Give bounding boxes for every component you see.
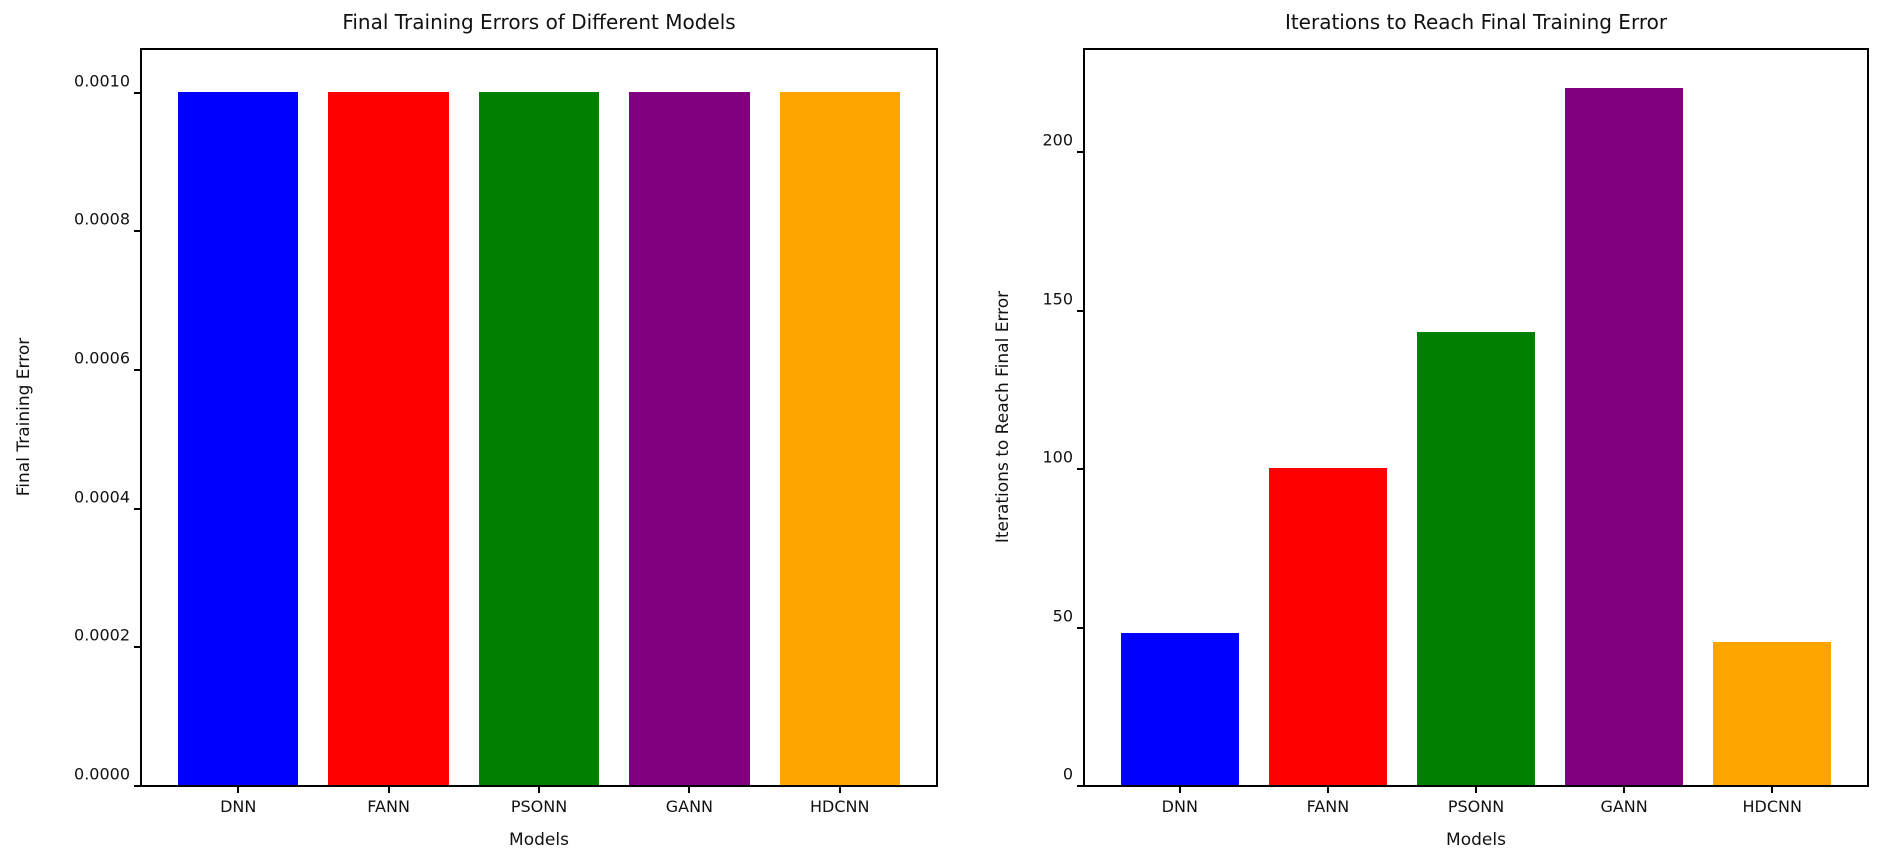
y-tick-mark (1077, 785, 1085, 787)
x-tick-label-hdcnn: HDCNN (810, 797, 870, 816)
x-tick-mark (838, 785, 841, 793)
y-tick-mark (1077, 626, 1085, 629)
right-chart-ylabel: Iterations to Reach Final Error (993, 290, 1013, 544)
x-tick-mark (1178, 785, 1181, 793)
x-tick-label-psonn: PSONN (510, 797, 568, 816)
bar-fann (1268, 468, 1388, 785)
x-tick-label-fann: FANN (367, 797, 410, 816)
y-tick-mark (134, 507, 142, 510)
y-tick-label: 150 (1042, 289, 1073, 309)
x-tick-mark (1623, 785, 1626, 793)
y-tick-label: 200 (1042, 130, 1073, 150)
y-tick-mark (134, 646, 142, 649)
bar-dnn (178, 91, 299, 785)
y-tick-mark (134, 230, 142, 233)
x-tick-mark (538, 785, 540, 793)
y-tick-label: 0.0002 (74, 625, 130, 645)
right-chart-title: Iterations to Reach Final Training Error (1284, 10, 1668, 34)
right-chart-xlabel: Models (1446, 830, 1506, 850)
bar-hdcnn (1712, 642, 1832, 785)
y-tick-mark (134, 368, 142, 371)
bar-fann (328, 91, 449, 785)
x-tick-label-dnn: DNN (220, 797, 257, 816)
x-tick-mark (387, 785, 390, 793)
x-tick-label-hdcnn: HDCNN (1742, 797, 1802, 816)
y-tick-label: 100 (1042, 447, 1073, 467)
bar-gann (629, 91, 750, 785)
bar-hdcnn (779, 91, 900, 785)
left-chart-title: Final Training Errors of Different Model… (342, 10, 736, 34)
x-tick-label-dnn: DNN (1161, 797, 1198, 816)
left-chart-ylabel: Final Training Error (14, 337, 34, 497)
y-tick-label: 0.0010 (74, 71, 130, 91)
left-chart-plot-area: DNN FANN PSONN GANN HDCNN 0.0000 0.0002 0.0004 0… (74, 48, 938, 816)
y-tick-label: 0.0006 (74, 348, 130, 368)
y-tick-mark (1077, 468, 1085, 471)
x-tick-mark (688, 785, 691, 793)
x-tick-label-gann: GANN (665, 797, 714, 816)
right-chart-plot-area: DNN FANN PSONN GANN HDCNN 0 50 100 150 200 (1042, 48, 1869, 816)
y-tick-mark (1077, 151, 1085, 154)
bar-gann (1564, 88, 1684, 785)
y-tick-label: 0.0000 (74, 764, 130, 784)
x-tick-mark (1326, 785, 1329, 793)
x-tick-mark (237, 785, 240, 793)
x-tick-label-gann: GANN (1600, 797, 1648, 816)
bar-dnn (1120, 632, 1240, 785)
bar-psonn (478, 91, 600, 785)
y-tick-mark (1077, 309, 1085, 312)
y-tick-mark (134, 91, 142, 94)
y-tick-mark (134, 785, 142, 787)
x-tick-label-psonn: PSONN (1447, 797, 1505, 816)
left-chart-xlabel: Models (509, 830, 569, 850)
bar-psonn (1416, 331, 1536, 785)
y-tick-label: 0 (1062, 764, 1073, 784)
y-tick-label: 0.0004 (74, 487, 130, 507)
x-tick-mark (1771, 785, 1774, 793)
x-tick-mark (1475, 785, 1477, 793)
y-tick-label: 50 (1052, 606, 1073, 626)
x-tick-label-fann: FANN (1306, 797, 1350, 816)
y-tick-label: 0.0008 (74, 209, 130, 229)
